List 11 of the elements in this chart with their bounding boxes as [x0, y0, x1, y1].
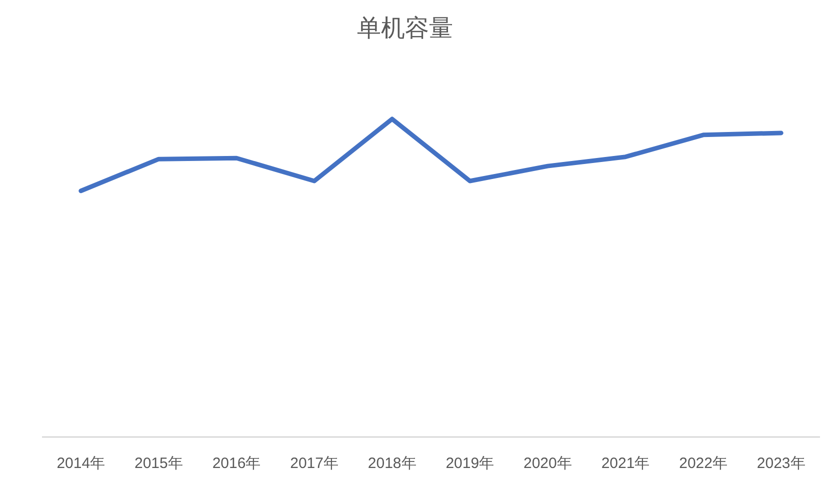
- x-tick-label: 2014年: [56, 455, 106, 472]
- chart-title: 单机容量: [357, 15, 453, 42]
- x-tick-label: 2017年: [290, 455, 338, 472]
- x-tick-label: 2022年: [679, 455, 728, 472]
- x-tick-label: 2021年: [601, 455, 650, 472]
- x-tick-label: 2018年: [368, 455, 416, 472]
- x-tick-label: 2023年: [756, 455, 806, 472]
- x-tick-label: 2020年: [524, 455, 572, 472]
- x-tick-label: 2015年: [134, 455, 183, 472]
- x-tick-label: 2016年: [212, 455, 261, 472]
- x-tick-label: 2019年: [446, 455, 494, 472]
